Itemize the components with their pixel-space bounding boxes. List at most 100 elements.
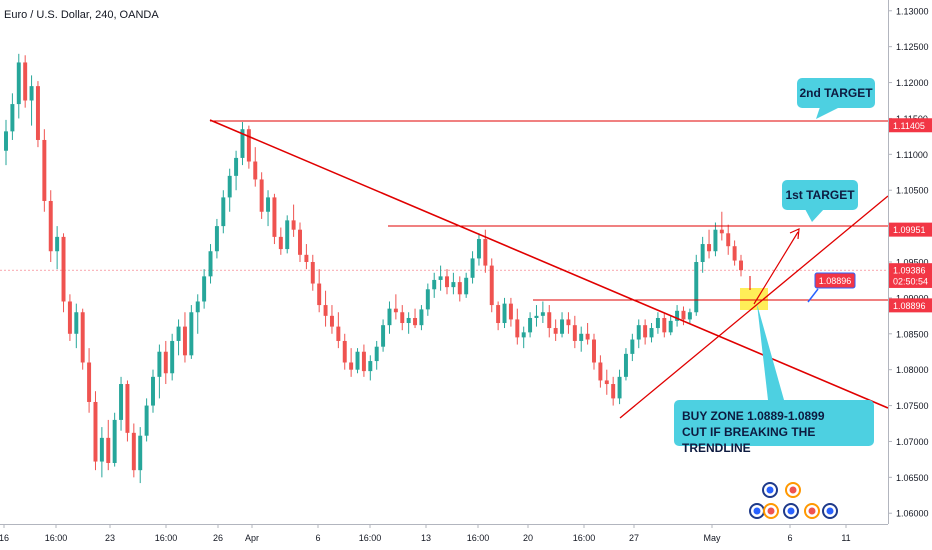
floating-price-tail — [807, 288, 819, 303]
ascending-trendline[interactable] — [619, 195, 889, 419]
candle-body — [547, 312, 552, 329]
candle-body — [349, 362, 354, 370]
candle-body — [99, 437, 104, 462]
candle-body — [80, 312, 85, 363]
trend-drawings: 1.08896 — [209, 107, 889, 419]
candle-body — [35, 86, 40, 140]
candle-body — [400, 312, 405, 324]
buy-zone-callout[interactable]: BUY ZONE 1.0889-1.0899 CUT IF BREAKING T… — [674, 400, 874, 455]
descending-trendline[interactable] — [209, 119, 889, 409]
candle-body — [623, 353, 628, 377]
time-tick-label: 16:00 — [359, 533, 382, 543]
candle-body — [675, 310, 680, 321]
idea-badges — [749, 482, 838, 519]
time-tick-label: 27 — [629, 533, 639, 543]
candle-body — [381, 325, 386, 347]
price-tick-label: 1.08500 — [896, 329, 929, 339]
candle-body — [508, 303, 513, 320]
candle-body — [87, 362, 92, 402]
candle-body — [496, 305, 501, 324]
candle-body — [425, 289, 430, 310]
time-tick-label: Apr — [245, 533, 259, 543]
price-tick-label: 1.12500 — [896, 42, 929, 52]
candle-body — [342, 340, 347, 363]
candle-body — [681, 310, 686, 320]
price-tick-label: 1.06000 — [896, 509, 929, 519]
candle-body — [125, 384, 130, 433]
price-tick-label: 1.11000 — [896, 150, 928, 160]
candle-body — [182, 326, 187, 356]
candle-body — [630, 339, 635, 354]
price-tick-label: 1.07000 — [896, 437, 929, 447]
candle-body — [106, 437, 111, 463]
price-tick-label: 1.09500 — [896, 258, 929, 268]
candle-body — [662, 317, 667, 333]
candle-body — [687, 312, 692, 320]
candle-body — [202, 276, 207, 302]
candle-body — [649, 328, 654, 338]
idea-badge-dot-icon — [826, 507, 834, 515]
candle-body — [176, 326, 181, 341]
price-label-box — [889, 263, 932, 278]
idea-badge-dot-icon — [767, 507, 775, 515]
candle-body — [23, 62, 28, 101]
second-target-callout[interactable]: 2nd TARGET — [797, 78, 875, 108]
candle-body — [726, 233, 731, 247]
time-tick-label: 16:00 — [45, 533, 68, 543]
floating-price-label[interactable] — [814, 272, 856, 289]
candle-body — [636, 325, 641, 340]
candle-body — [355, 351, 360, 370]
time-axis[interactable]: 16 16:00 23 16:00 26 Apr 6 16:00 13 16:00 20 16:00 2… — [0, 524, 888, 543]
candle-body — [521, 332, 526, 338]
first-target-callout[interactable]: 1st TARGET — [782, 180, 858, 210]
price-label-text: 1.09386 — [893, 266, 926, 276]
candle-body — [732, 246, 737, 261]
candle-body — [534, 315, 539, 318]
candle-body — [266, 197, 271, 212]
price-label-text: 1.11405 — [893, 121, 925, 131]
candle-body — [195, 301, 200, 313]
candle-body — [374, 346, 379, 362]
candle-body — [592, 339, 596, 363]
chart-title: Euro / U.S. Dollar, 240, OANDA — [4, 9, 159, 21]
projection-arrow[interactable] — [753, 231, 799, 305]
idea-badge-dot-icon — [753, 507, 761, 515]
candle-body — [29, 86, 34, 101]
price-tick-label: 1.07500 — [896, 401, 929, 411]
candle-body — [464, 277, 469, 295]
time-tick-label: 23 — [105, 533, 115, 543]
candle-body — [67, 301, 72, 334]
time-tick-label: 20 — [523, 533, 533, 543]
candle-body — [138, 435, 143, 471]
candle-body — [502, 303, 507, 324]
candle-body — [438, 276, 443, 280]
candle-body — [119, 384, 124, 420]
projection-arrowhead-icon — [789, 228, 800, 240]
candle-body — [668, 320, 673, 333]
candle-body — [476, 239, 481, 259]
candle-body — [445, 276, 449, 288]
price-axis[interactable]: 1.130001.125001.120001.115001.110001.105… — [888, 0, 932, 524]
candle-body — [566, 319, 571, 326]
first-target-pointer — [805, 209, 824, 222]
candle-body — [387, 308, 392, 326]
candle-body — [227, 175, 232, 198]
idea-badge-dot-icon — [766, 486, 774, 494]
price-tick-label: 1.10500 — [896, 186, 929, 196]
candle-body — [214, 226, 219, 252]
price-tick-label: 1.13000 — [896, 6, 929, 16]
time-tick-label: 13 — [421, 533, 431, 543]
candle-body — [131, 432, 136, 471]
candle-body — [253, 161, 258, 180]
candle-body — [515, 319, 520, 338]
candle-body — [285, 220, 290, 250]
price-tick-label: 1.08000 — [896, 365, 929, 375]
candle-body — [189, 312, 194, 356]
time-tick-label: 6 — [315, 533, 320, 543]
candle-body — [208, 251, 213, 277]
time-tick-label: 16:00 — [573, 533, 596, 543]
candle-body — [470, 258, 475, 278]
candle-body — [291, 220, 296, 230]
candle-body — [259, 179, 264, 212]
